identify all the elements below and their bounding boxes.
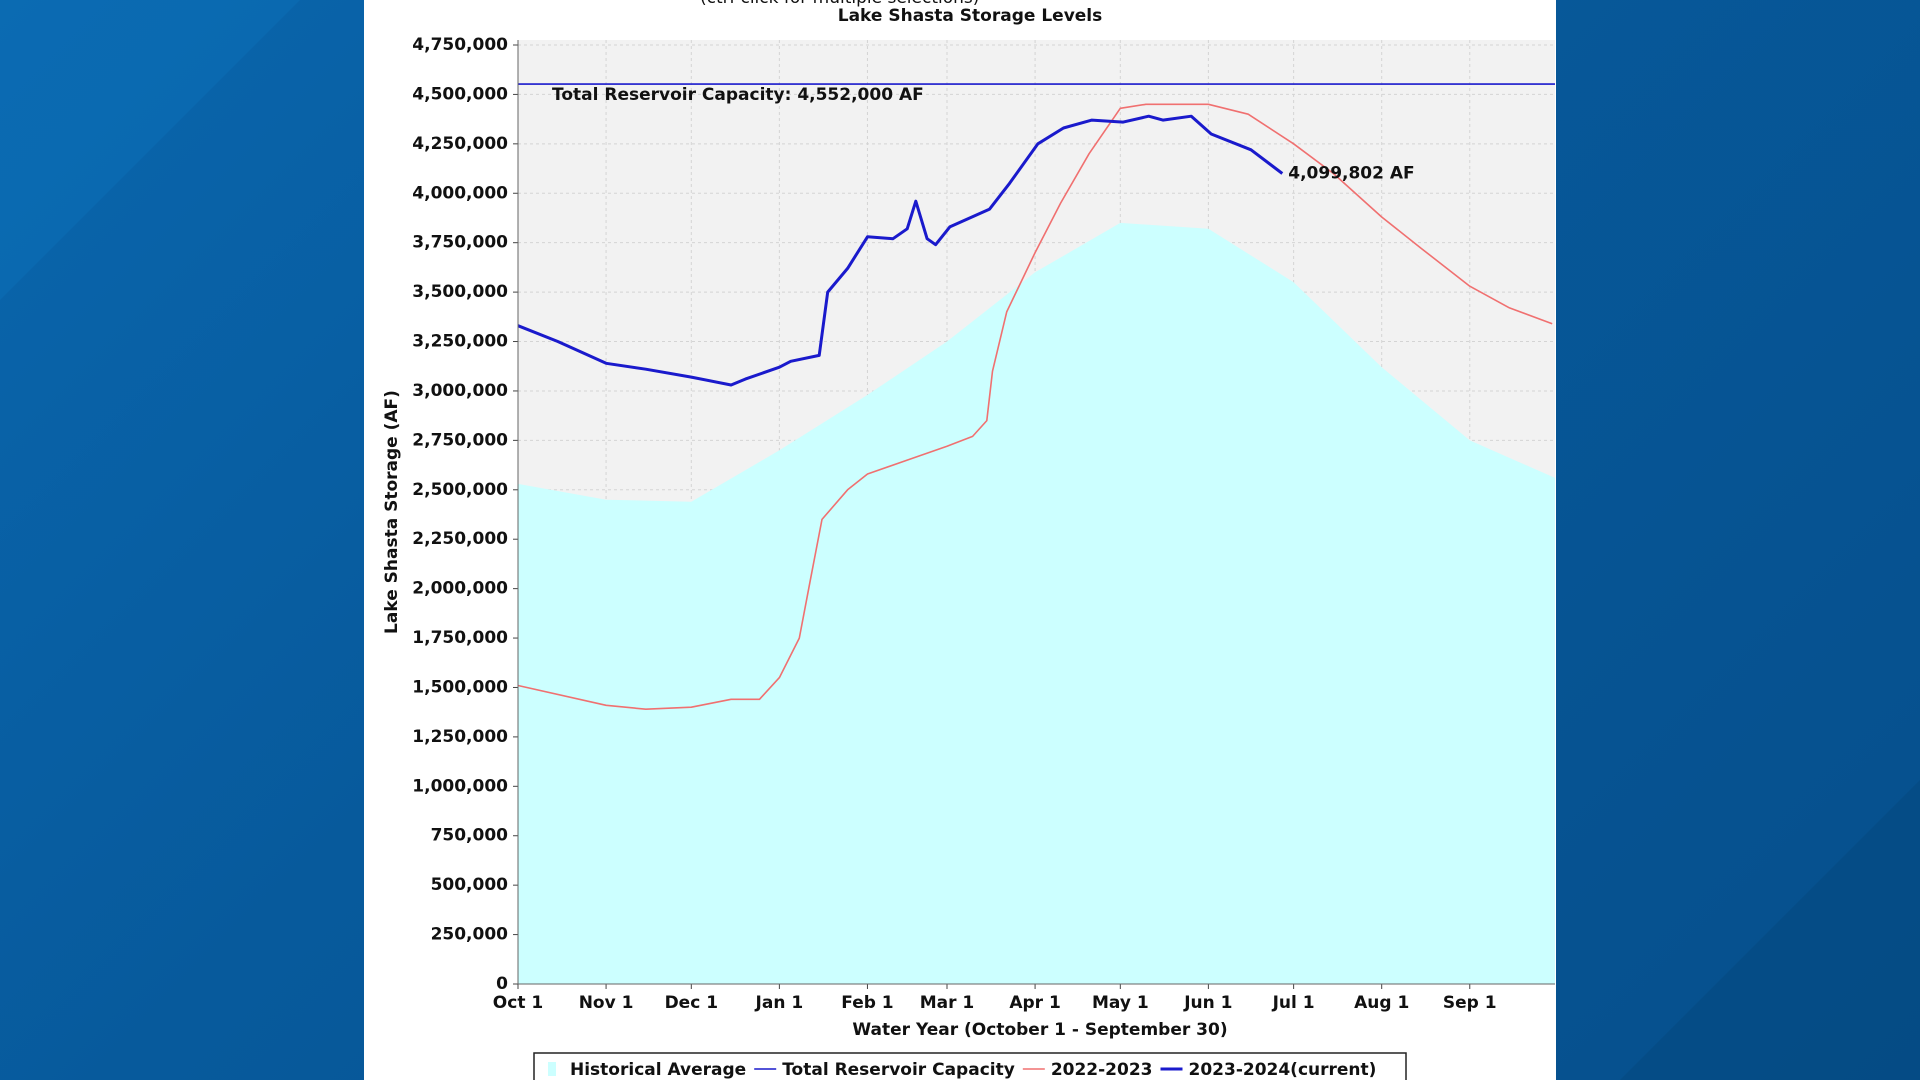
legend-label: Total Reservoir Capacity: [782, 1060, 1015, 1080]
reference-label: Total Reservoir Capacity: 4,552,000 AF: [552, 85, 924, 105]
y-axis-title: Lake Shasta Storage (AF): [382, 390, 402, 634]
legend-label: 2023-2024(current): [1189, 1060, 1377, 1080]
y-tick-label: 750,000: [431, 826, 509, 846]
x-tick-label: May 1: [1092, 993, 1149, 1013]
y-tick-label: 2,250,000: [412, 529, 508, 549]
x-tick-label: Jul 1: [1272, 993, 1315, 1013]
y-tick-label: 4,500,000: [412, 84, 508, 104]
chart-title: Lake Shasta Storage Levels: [838, 6, 1103, 26]
y-tick-label: 3,500,000: [412, 282, 508, 302]
line: [517, 114, 1284, 387]
y-tick-label: 2,000,000: [412, 579, 508, 599]
line: [517, 103, 1553, 710]
area: [518, 222, 1555, 984]
x-tick-label: Nov 1: [579, 993, 634, 1013]
y-tick-label: 1,000,000: [412, 776, 508, 796]
y-tick-label: 2,500,000: [412, 480, 508, 500]
data-layer: [517, 83, 1555, 984]
legend-label: Historical Average: [570, 1060, 746, 1080]
y-tick-label: 1,250,000: [412, 727, 508, 747]
x-tick-label: Jun 1: [1183, 993, 1232, 1013]
legend-box: [533, 1052, 1407, 1080]
x-tick-label: Mar 1: [920, 993, 975, 1013]
y-tick-label: 2,750,000: [412, 430, 508, 450]
y-tick-label: 4,750,000: [412, 35, 508, 55]
x-axis-title: Water Year (October 1 - September 30): [852, 1020, 1227, 1040]
y-tick-label: 3,750,000: [412, 233, 508, 253]
y-tick-label: 500,000: [431, 875, 509, 895]
x-tick-label: Sep 1: [1443, 993, 1497, 1013]
y-tick-label: 4,000,000: [412, 183, 508, 203]
bg-shape: [0, 0, 300, 300]
y-tick-label: 1,750,000: [412, 628, 508, 648]
y-tick-label: 3,000,000: [412, 381, 508, 401]
x-tick-label: Oct 1: [493, 993, 543, 1013]
x-tick-label: Feb 1: [841, 993, 893, 1013]
x-tick-label: Dec 1: [665, 993, 718, 1013]
y-tick-label: 4,250,000: [412, 134, 508, 154]
data-label: 4,099,802 AF: [1288, 164, 1414, 184]
note: (ctrl-click for multiple selections): [700, 0, 979, 8]
bg-shape: [1620, 780, 1920, 1080]
y-tick-label: 0: [496, 974, 508, 994]
y-tick-label: 3,250,000: [412, 332, 508, 352]
x-tick-label: Aug 1: [1354, 993, 1409, 1013]
x-tick-label: Apr 1: [1009, 993, 1060, 1013]
legend-label: 2022-2023: [1051, 1060, 1153, 1080]
y-tick-label: 1,500,000: [412, 677, 508, 697]
x-tick-label: Jan 1: [755, 993, 804, 1013]
y-tick-label: 250,000: [431, 925, 509, 945]
legend-swatch: [548, 1062, 556, 1076]
